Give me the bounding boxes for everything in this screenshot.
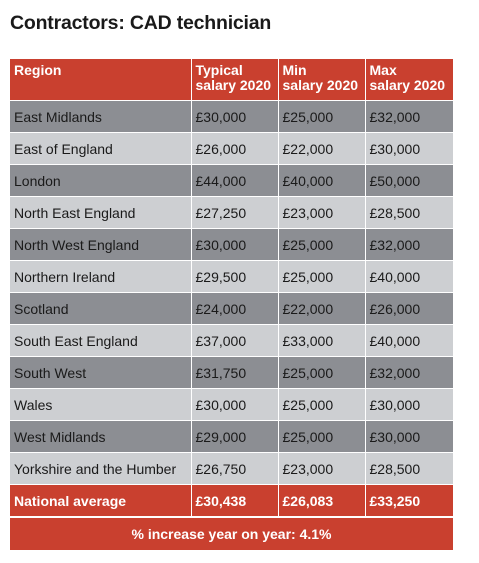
- max-cell: £28,500: [365, 196, 453, 229]
- region-cell: East Midlands: [10, 100, 192, 133]
- min-cell: £25,000: [278, 388, 366, 421]
- min-cell: £25,000: [278, 100, 366, 133]
- header-label: Min: [282, 62, 307, 78]
- average-max: £33,250: [365, 484, 453, 517]
- max-cell: £28,500: [365, 452, 453, 485]
- header-label: Region: [14, 62, 62, 78]
- yearly-increase-note: % increase year on year: 4.1%: [10, 517, 453, 550]
- typical-cell: £26,000: [191, 132, 279, 165]
- header-min-salary: Min salary 2020: [278, 59, 366, 101]
- typical-cell: £30,000: [191, 388, 279, 421]
- region-cell: Scotland: [10, 292, 192, 325]
- salary-table: Region Typical salary 2020 Min salary 20…: [10, 59, 453, 550]
- min-cell: £33,000: [278, 324, 366, 357]
- region-cell: North East England: [10, 196, 192, 229]
- region-cell: South West: [10, 356, 192, 389]
- typical-cell: £30,000: [191, 100, 279, 133]
- header-sublabel: salary 2020: [369, 77, 446, 93]
- min-cell: £22,000: [278, 292, 366, 325]
- header-sublabel: salary 2020: [282, 77, 359, 93]
- max-cell: £40,000: [365, 324, 453, 357]
- table-row: Northern Ireland £29,500 £25,000 £40,000: [10, 260, 453, 293]
- max-cell: £32,000: [365, 100, 453, 133]
- typical-cell: £44,000: [191, 164, 279, 197]
- min-cell: £25,000: [278, 356, 366, 389]
- max-cell: £32,000: [365, 356, 453, 389]
- table-row: South West £31,750 £25,000 £32,000: [10, 356, 453, 389]
- region-cell: East of England: [10, 132, 192, 165]
- region-cell: Wales: [10, 388, 192, 421]
- table-header-row: Region Typical salary 2020 Min salary 20…: [10, 59, 453, 101]
- header-region: Region: [10, 59, 192, 101]
- header-label: Max: [369, 62, 397, 78]
- typical-cell: £31,750: [191, 356, 279, 389]
- typical-cell: £30,000: [191, 228, 279, 261]
- region-cell: Northern Ireland: [10, 260, 192, 293]
- min-cell: £25,000: [278, 420, 366, 453]
- header-typical-salary: Typical salary 2020: [191, 59, 279, 101]
- max-cell: £30,000: [365, 420, 453, 453]
- table-row: Yorkshire and the Humber £26,750 £23,000…: [10, 452, 453, 485]
- table-row: North East England £27,250 £23,000 £28,5…: [10, 196, 453, 229]
- table-row: East Midlands £30,000 £25,000 £32,000: [10, 100, 453, 133]
- max-cell: £50,000: [365, 164, 453, 197]
- typical-cell: £29,000: [191, 420, 279, 453]
- average-typical: £30,438: [191, 484, 279, 517]
- min-cell: £22,000: [278, 132, 366, 165]
- max-cell: £26,000: [365, 292, 453, 325]
- max-cell: £40,000: [365, 260, 453, 293]
- region-cell: North West England: [10, 228, 192, 261]
- page-title: Contractors: CAD technician: [10, 12, 272, 34]
- table-row: West Midlands £29,000 £25,000 £30,000: [10, 420, 453, 453]
- national-average-row: National average £30,438 £26,083 £33,250: [10, 484, 453, 517]
- average-min: £26,083: [278, 484, 366, 517]
- min-cell: £25,000: [278, 228, 366, 261]
- region-cell: Yorkshire and the Humber: [10, 452, 192, 485]
- header-sublabel: salary 2020: [195, 77, 272, 93]
- min-cell: £23,000: [278, 196, 366, 229]
- typical-cell: £29,500: [191, 260, 279, 293]
- average-label: National average: [10, 484, 192, 517]
- region-cell: London: [10, 164, 192, 197]
- header-label: Typical: [195, 62, 243, 78]
- typical-cell: £24,000: [191, 292, 279, 325]
- table-row: Scotland £24,000 £22,000 £26,000: [10, 292, 453, 325]
- table-row: Wales £30,000 £25,000 £30,000: [10, 388, 453, 421]
- max-cell: £30,000: [365, 132, 453, 165]
- typical-cell: £26,750: [191, 452, 279, 485]
- region-cell: West Midlands: [10, 420, 192, 453]
- typical-cell: £37,000: [191, 324, 279, 357]
- max-cell: £30,000: [365, 388, 453, 421]
- table-row: London £44,000 £40,000 £50,000: [10, 164, 453, 197]
- table-row: North West England £30,000 £25,000 £32,0…: [10, 228, 453, 261]
- table-row: East of England £26,000 £22,000 £30,000: [10, 132, 453, 165]
- region-cell: South East England: [10, 324, 192, 357]
- min-cell: £23,000: [278, 452, 366, 485]
- header-max-salary: Max salary 2020: [365, 59, 453, 101]
- table-row: South East England £37,000 £33,000 £40,0…: [10, 324, 453, 357]
- min-cell: £25,000: [278, 260, 366, 293]
- max-cell: £32,000: [365, 228, 453, 261]
- typical-cell: £27,250: [191, 196, 279, 229]
- salary-table-grid: Region Typical salary 2020 Min salary 20…: [10, 59, 453, 517]
- min-cell: £40,000: [278, 164, 366, 197]
